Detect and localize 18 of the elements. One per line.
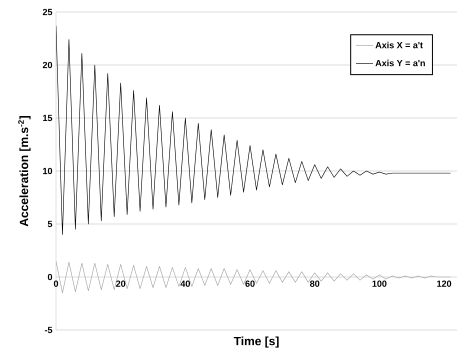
y-tick-label: 15 <box>43 114 52 122</box>
x-tick-label: 100 <box>372 280 387 287</box>
x-tick-label: 20 <box>116 280 126 287</box>
x-tick-label: 40 <box>180 280 190 287</box>
x-tick-label: 80 <box>310 280 320 287</box>
y-tick-label: 10 <box>43 168 52 174</box>
y-tick-label: 20 <box>42 62 52 68</box>
y-tick-label: 5 <box>48 220 52 228</box>
x-axis-title: Time [s] <box>234 336 279 348</box>
y-tick-label: 0 <box>48 274 52 280</box>
y-axis-title: Acceleration [m.s$^{-2}$] <box>18 116 31 226</box>
y-tick-label: -5 <box>44 326 52 334</box>
x-tick-label: 60 <box>245 280 255 287</box>
x-tick-label: 120 <box>437 280 452 287</box>
y-tick-label: 25 <box>42 8 52 16</box>
legend-label: Axis X = a't <box>375 42 423 48</box>
x-tick-label: 0 <box>54 280 58 287</box>
legend-label: Axis Y = a'n <box>375 60 425 66</box>
